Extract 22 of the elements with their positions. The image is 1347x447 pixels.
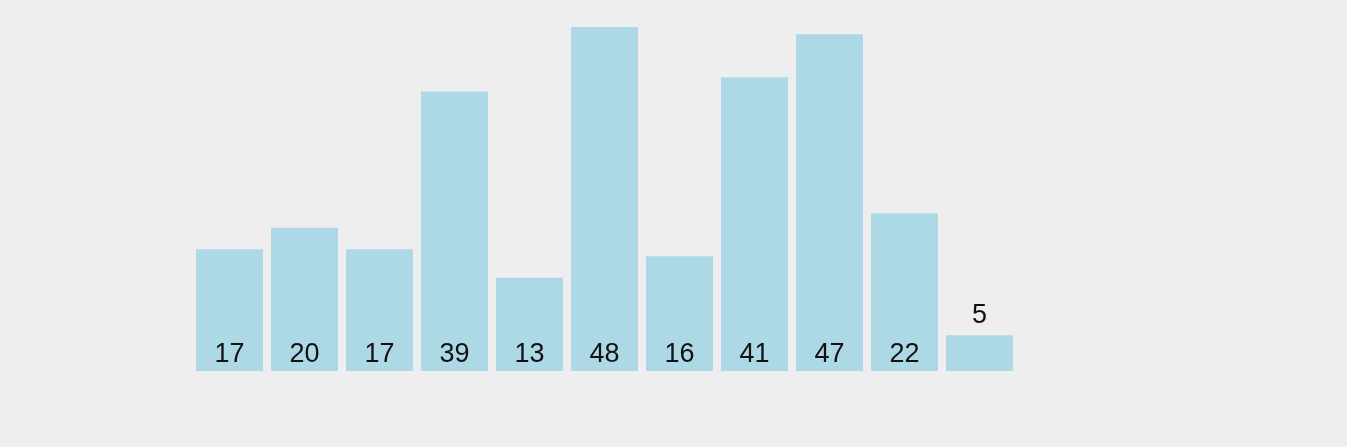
data-label: 17 [214,337,245,368]
bar [871,213,938,371]
data-label: 13 [514,337,545,368]
data-label: 16 [664,337,695,368]
bar [571,27,638,371]
data-label: 47 [814,337,845,368]
bar [421,91,488,371]
bar [946,335,1013,371]
bar [646,256,713,371]
data-label: 20 [289,337,320,368]
data-label: 22 [889,337,920,368]
data-label: 5 [971,299,988,330]
data-label: 17 [364,337,395,368]
bar [271,227,338,371]
bar [196,249,263,371]
bar [721,77,788,371]
data-label: 39 [439,337,470,368]
bar [496,277,563,371]
data-label: 48 [589,337,620,368]
bar [346,249,413,371]
data-label: 41 [739,337,770,368]
bar [796,34,863,371]
